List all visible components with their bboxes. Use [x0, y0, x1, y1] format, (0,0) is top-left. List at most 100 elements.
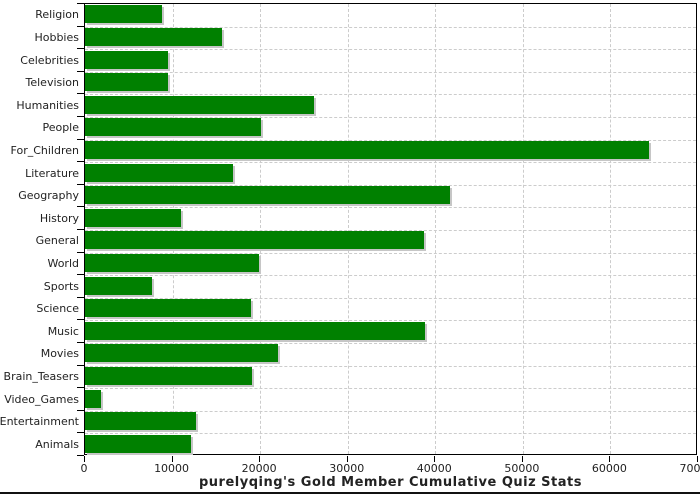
grid-line-horizontal — [85, 207, 696, 209]
y-axis-label-religion: Religion — [35, 8, 79, 22]
bar-animals — [85, 434, 191, 453]
y-axis-tick — [77, 455, 84, 456]
bar-humanities — [85, 95, 314, 114]
x-axis-tick-label: 20000 — [241, 462, 277, 475]
x-axis-tick — [434, 456, 436, 462]
y-axis-label-hobbies: Hobbies — [34, 30, 79, 44]
grid-line-horizontal — [85, 94, 696, 96]
x-axis-tick-label: 30000 — [329, 462, 365, 475]
bar-world — [85, 253, 260, 272]
bar-brain-teasers — [85, 366, 253, 385]
y-axis-tick — [77, 3, 84, 4]
y-axis-tick — [77, 251, 84, 253]
y-axis-tick — [77, 274, 84, 276]
y-axis-tick — [77, 206, 84, 208]
x-axis-tick — [521, 456, 523, 462]
y-axis-tick — [77, 70, 84, 72]
grid-line-vertical — [610, 4, 612, 454]
y-axis-tick — [77, 296, 84, 298]
y-axis-label-animals: Animals — [35, 437, 79, 451]
y-axis-label-television: Television — [25, 76, 80, 90]
y-axis-label-geography: Geography — [18, 189, 79, 203]
grid-line-horizontal — [85, 365, 696, 367]
bar-sports — [85, 276, 153, 295]
x-axis-tick — [697, 456, 698, 462]
grid-line-horizontal — [85, 320, 696, 322]
bar-celebrities — [85, 50, 169, 69]
bar-science — [85, 299, 251, 318]
bar-general — [85, 231, 424, 250]
y-axis-label-world: World — [47, 256, 79, 270]
y-axis-tick — [77, 229, 84, 230]
y-axis-label-movies: Movies — [40, 347, 79, 361]
x-axis-tick — [346, 456, 348, 462]
bar-music — [85, 321, 425, 340]
y-axis-tick — [77, 48, 84, 50]
bar-geography — [85, 186, 451, 205]
bar-literature — [85, 163, 233, 182]
grid-line-horizontal — [85, 388, 696, 390]
x-axis-tick-label: 70000 — [679, 462, 700, 475]
y-axis-tick — [77, 432, 84, 434]
y-axis-label-sports: Sports — [43, 279, 79, 293]
y-axis-label-general: General — [35, 234, 79, 248]
grid-line-horizontal — [85, 184, 696, 186]
grid-line-horizontal — [85, 275, 696, 277]
grid-line-vertical — [172, 4, 174, 454]
bar-for-children — [85, 140, 649, 159]
y-axis-label-literature: Literature — [25, 166, 79, 180]
y-axis-tick — [77, 387, 84, 389]
x-axis-tick — [171, 456, 173, 462]
y-axis-label-celebrities: Celebrities — [20, 53, 79, 67]
y-axis-label-brain-teasers: Brain_Teasers — [3, 369, 79, 383]
y-axis-tick — [77, 319, 84, 321]
bar-video-games — [85, 389, 101, 408]
grid-line-horizontal — [85, 139, 696, 141]
y-axis-label-history: History — [39, 211, 79, 225]
bar-hobbies — [85, 27, 223, 46]
y-axis-tick — [77, 364, 84, 366]
grid-line-vertical — [260, 4, 262, 454]
y-axis-tick — [77, 409, 84, 411]
grid-line-horizontal — [85, 162, 696, 164]
y-axis-tick — [77, 93, 84, 95]
grid-line-horizontal — [85, 297, 696, 299]
bar-people — [85, 118, 262, 137]
grid-line-vertical — [435, 4, 437, 454]
y-axis-label-people: People — [42, 121, 79, 135]
grid-line-horizontal — [85, 433, 696, 435]
grid-line-horizontal — [85, 71, 696, 73]
bar-television — [85, 73, 169, 92]
y-axis-tick — [77, 138, 84, 140]
x-axis-tick — [609, 456, 611, 462]
y-axis-label-video-games: Video_Games — [4, 392, 79, 406]
y-axis-label-music: Music — [47, 324, 79, 338]
y-axis-label-for-children: For_Children — [10, 143, 79, 157]
x-axis-tick-label: 60000 — [591, 462, 627, 475]
y-axis-tick — [77, 25, 84, 27]
plot-area — [84, 3, 697, 455]
x-axis-tick-label: 50000 — [504, 462, 540, 475]
bar-entertainment — [85, 412, 196, 431]
y-axis-tick — [77, 116, 84, 117]
grid-line-horizontal — [85, 252, 696, 254]
grid-line-horizontal — [85, 343, 696, 344]
y-axis-tick — [77, 342, 84, 343]
bar-history — [85, 208, 182, 227]
chart-title: purelyqing's Gold Member Cumulative Quiz… — [198, 475, 582, 490]
y-axis-tick — [77, 183, 84, 185]
x-axis-tick — [259, 456, 261, 462]
grid-line-horizontal — [85, 26, 696, 28]
bottom-divider-line — [0, 492, 700, 494]
y-axis-label-humanities: Humanities — [16, 98, 79, 112]
bar-movies — [85, 344, 278, 363]
y-axis-label-science: Science — [36, 302, 79, 316]
x-axis-tick — [84, 456, 85, 462]
x-axis-tick-label: 40000 — [416, 462, 452, 475]
grid-line-vertical — [347, 4, 349, 454]
x-axis-tick-label: 0 — [80, 462, 88, 475]
y-axis-tick — [77, 161, 84, 163]
grid-line-horizontal — [85, 49, 696, 51]
bar-religion — [85, 5, 163, 24]
